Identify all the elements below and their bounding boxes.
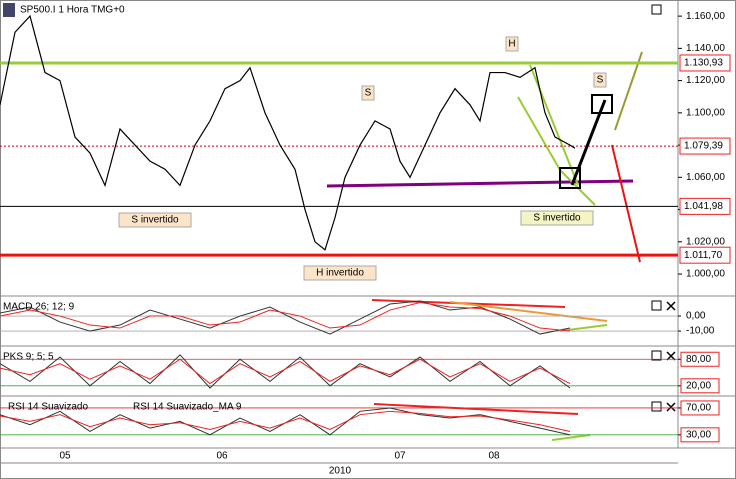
tick-box: [680, 427, 720, 443]
indicator-line: [0, 300, 571, 335]
annotation-box: [593, 72, 607, 88]
tick-box: [680, 400, 720, 416]
level-box: [679, 197, 731, 215]
y-tick-label: 1.120,00: [686, 75, 725, 86]
annotation: S invertido: [533, 213, 581, 224]
level-label: 1.011,70: [684, 250, 723, 261]
annotation-box: [303, 265, 377, 281]
level-box: [679, 246, 731, 264]
tick-box: [680, 351, 720, 367]
annotation: H: [508, 39, 515, 50]
indicator-line: [0, 358, 571, 385]
tick-box: [680, 378, 720, 394]
x-tick-label: 05: [59, 451, 71, 462]
y-tick-label: 0,00: [686, 311, 706, 322]
panel-title: SP500.I 1 Hora TMG+0: [20, 5, 125, 16]
y-tick-label: 70,00: [686, 403, 711, 414]
y-tick-label: -10,00: [686, 326, 715, 337]
panel-title: PKS 9; 5; 5: [3, 352, 54, 363]
annotation: H invertido: [316, 268, 364, 279]
indicator-line: [0, 302, 571, 332]
y-tick-label: 20,00: [686, 380, 711, 391]
indicator-line: [0, 410, 571, 432]
annotation-box: [505, 36, 519, 52]
y-tick-label: 1.160,00: [686, 11, 725, 22]
drawings: [0, 0, 736, 464]
annotation-box: [520, 210, 594, 226]
level-label: 1.041,98: [684, 201, 723, 212]
level-box: [679, 54, 731, 72]
y-tick-label: 1.000,00: [686, 269, 725, 280]
annotation-box: [118, 212, 192, 228]
annotation: S invertido: [131, 215, 179, 226]
level-label: 1.079,39: [684, 141, 723, 152]
x-axis-label: 2010: [329, 466, 352, 477]
panel-title: MACD 26; 12; 9: [3, 302, 75, 313]
tick-box: [681, 309, 719, 324]
legend-entry: RSI 14 Suavizado: [8, 402, 88, 413]
legend-entry: RSI 14 Suavizado_MA 9: [133, 402, 242, 413]
annotation-box: [361, 85, 375, 101]
y-tick-label: 1.100,00: [686, 107, 725, 118]
y-tick-label: 1.140,00: [686, 43, 725, 54]
price-line: [0, 14, 576, 251]
tick-box: [681, 324, 719, 339]
annotation: S: [597, 75, 604, 86]
x-tick-label: 07: [394, 451, 406, 462]
y-tick-label: 30,00: [686, 429, 711, 440]
y-tick-label: 1.020,00: [686, 236, 725, 247]
y-tick-label: 1.060,00: [686, 172, 725, 183]
x-tick-label: 06: [216, 451, 228, 462]
annotation: S: [365, 88, 372, 99]
level-label: 1.130,93: [684, 58, 723, 69]
y-tick-label: 80,00: [686, 354, 711, 365]
x-tick-label: 08: [488, 451, 500, 462]
level-box: [679, 137, 731, 155]
